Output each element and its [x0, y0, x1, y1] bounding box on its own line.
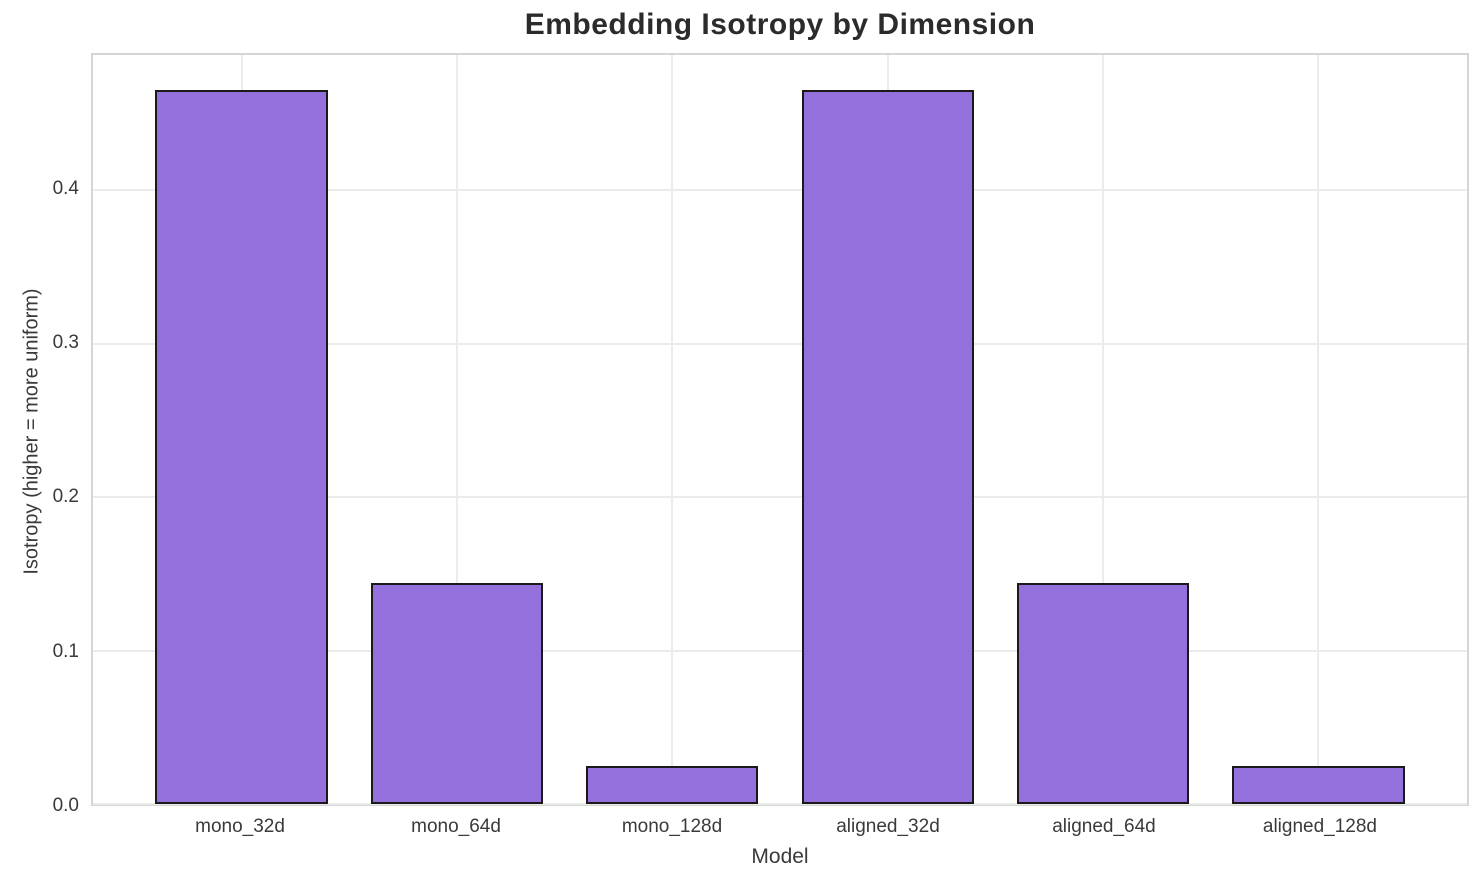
y-gridline [93, 649, 1467, 652]
bar-mono_64d [370, 582, 544, 804]
bar-aligned_128d [1232, 765, 1405, 804]
plot-area [91, 53, 1469, 806]
x-tick-label: mono_128d [621, 816, 723, 837]
bar-mono_32d [155, 90, 328, 804]
x-tick-label: aligned_128d [1262, 816, 1378, 837]
y-tick-label: 0.1 [52, 640, 79, 662]
x-tick-label: aligned_32d [836, 816, 940, 837]
y-gridline [93, 189, 1467, 192]
x-gridline [1102, 55, 1105, 804]
y-tick-label: 0.4 [52, 177, 79, 199]
y-gridline [93, 342, 1467, 345]
x-tick-label: mono_64d [411, 816, 501, 837]
y-tick-label: 0.3 [52, 332, 79, 354]
bar-aligned_64d [1016, 582, 1190, 804]
y-gridline [93, 803, 1467, 805]
x-tick-label: aligned_64d [1052, 816, 1156, 837]
x-axis-label: Model [751, 845, 809, 868]
x-gridline [671, 55, 674, 804]
y-gridline [93, 496, 1467, 499]
bar-aligned_32d [801, 90, 974, 804]
chart-title: Embedding Isotropy by Dimension [524, 8, 1036, 41]
bar-mono_128d [586, 765, 759, 804]
y-axis-label: Isotropy (higher = more uniform) [20, 288, 43, 575]
x-tick-label: mono_32d [195, 816, 285, 837]
y-tick-label: 0.2 [52, 486, 79, 508]
x-gridline [1317, 55, 1320, 804]
y-tick-label: 0.0 [52, 795, 79, 816]
x-gridline [455, 55, 458, 804]
